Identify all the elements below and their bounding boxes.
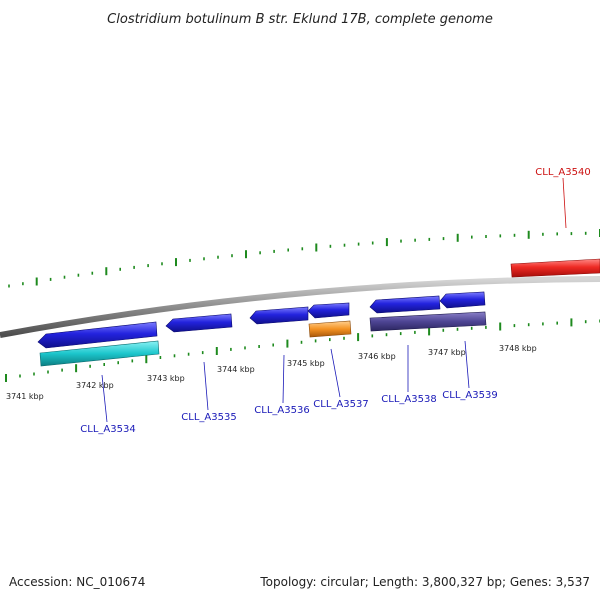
- leader-line-cll-a3535: [203, 361, 209, 411]
- gene-label-cll-a3535[interactable]: CLL_A3535: [181, 412, 236, 423]
- feature-purple-bar: [369, 311, 487, 332]
- gene-feature-cll-a3540: [510, 258, 600, 278]
- gene-feature-cll-a3534: [37, 321, 158, 349]
- tick-label: 3742 kbp: [76, 381, 114, 390]
- outer-tick-ring: [8, 229, 600, 288]
- tick-label: 3747 kbp: [428, 348, 466, 357]
- gene-feature-cll-a3537-blue: [307, 302, 350, 319]
- gene-label-cll-a3538[interactable]: CLL_A3538: [381, 394, 436, 405]
- gene-label-cll-a3539[interactable]: CLL_A3539: [442, 390, 497, 401]
- tick-label: 3748 kbp: [499, 344, 537, 353]
- gene-label-cll-a3534[interactable]: CLL_A3534: [80, 424, 135, 435]
- accession-text: Accession: NC_010674: [9, 575, 146, 589]
- leader-line-cll-a3540: [562, 177, 567, 229]
- gene-feature-cll-a3539: [439, 291, 486, 309]
- gene-feature-cll-a3535: [165, 313, 233, 333]
- feature-cyan-bar: [39, 340, 160, 367]
- gene-label-cll-a3540[interactable]: CLL_A3540: [535, 167, 590, 178]
- tick-label: 3743 kbp: [147, 374, 185, 383]
- tick-label: 3745 kbp: [287, 359, 325, 368]
- gene-label-cll-a3536[interactable]: CLL_A3536: [254, 405, 309, 416]
- gene-feature-cll-a3538: [369, 295, 441, 314]
- gene-labels: CLL_A3534 CLL_A3535 CLL_A3536 CLL_A3537 …: [80, 167, 590, 435]
- leader-line-cll-a3536: [282, 354, 285, 404]
- topology-text: Topology: circular; Length: 3,800,327 bp…: [260, 575, 590, 589]
- leader-line-cll-a3539: [464, 340, 470, 389]
- tick-label: 3744 kbp: [217, 365, 255, 374]
- tick-label: 3741 kbp: [6, 392, 44, 401]
- gene-label-leaders: [101, 177, 567, 423]
- feature-orange-bar: [308, 320, 352, 338]
- tick-label: 3746 kbp: [358, 352, 396, 361]
- inner-tick-ring: [5, 318, 600, 382]
- diagram-title: Clostridium botulinum B str. Eklund 17B,…: [107, 12, 493, 27]
- leader-line-cll-a3534: [101, 374, 108, 423]
- gene-label-cll-a3537[interactable]: CLL_A3537: [313, 399, 368, 410]
- genome-backbone: [0, 276, 600, 338]
- gene-feature-cll-a3536: [249, 306, 309, 325]
- leader-line-cll-a3537: [330, 348, 341, 398]
- scale-labels: 3741 kbp 3742 kbp 3743 kbp 3744 kbp 3745…: [6, 344, 537, 401]
